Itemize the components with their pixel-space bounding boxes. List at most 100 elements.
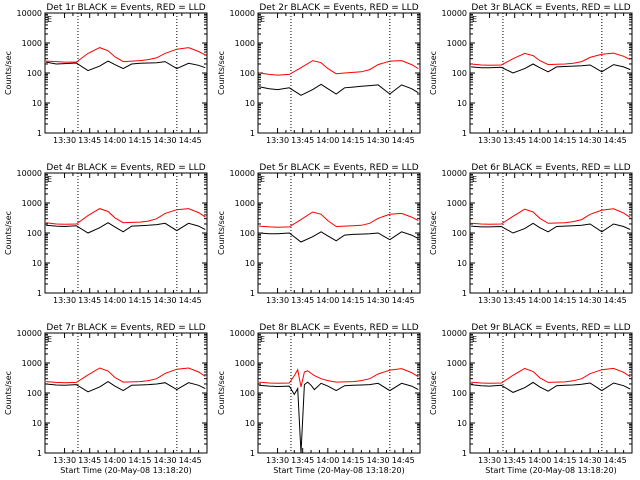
- x-tick-label: 14:30: [154, 296, 177, 305]
- x-tick-label: 13:45: [503, 456, 526, 465]
- y-tick-label: 10000: [442, 9, 467, 18]
- corner-label: E: [472, 335, 477, 344]
- corner-label: E: [472, 15, 477, 24]
- x-tick-label: 14:30: [367, 296, 390, 305]
- x-tick-label: 14:30: [367, 136, 390, 145]
- series-line-lld: [259, 60, 419, 76]
- plot-frame: [469, 332, 633, 454]
- y-axis-label: Counts/sec: [429, 371, 438, 415]
- x-tick-label: 13:30: [478, 136, 501, 145]
- y-tick-label: 10000: [230, 169, 255, 178]
- x-tick-label: 14:15: [128, 136, 151, 145]
- x-axis-label: Start Time (20-May-08 13:18:20): [273, 466, 404, 475]
- y-tick-label: 1000: [22, 359, 42, 368]
- x-tick-label: 14:30: [579, 136, 602, 145]
- x-tick-label: 13:45: [78, 136, 101, 145]
- series-line-lld: [471, 52, 631, 66]
- panel-1: Det 1r BLACK = Events, RED = LLD 1 10 100 10…: [4, 3, 208, 145]
- y-tick-label: 1000: [235, 199, 255, 208]
- corner-label: E: [472, 175, 477, 184]
- x-tick-label: 13:45: [291, 136, 314, 145]
- y-axis-label: Counts/sec: [217, 51, 226, 95]
- plot-frame: [469, 12, 633, 134]
- x-tick-label: 13:45: [78, 456, 101, 465]
- x-tick-label: 14:00: [528, 296, 551, 305]
- corner-label: E: [260, 15, 265, 24]
- series-line-events: [471, 63, 631, 74]
- y-tick-label: 10: [245, 99, 255, 108]
- y-tick-label: 1000: [235, 359, 255, 368]
- x-tick-label: 13:30: [53, 456, 76, 465]
- y-tick-label: 100: [27, 229, 42, 238]
- y-tick-label: 1: [37, 449, 42, 458]
- y-tick-label: 10: [457, 99, 467, 108]
- x-tick-label: 14:30: [579, 296, 602, 305]
- x-tick-label: 14:45: [392, 456, 415, 465]
- x-tick-label: 14:45: [604, 296, 627, 305]
- y-tick-label: 10000: [230, 9, 255, 18]
- y-tick-label: 1: [37, 289, 42, 298]
- corner-label: E: [260, 335, 265, 344]
- y-tick-label: 10000: [17, 9, 42, 18]
- series-line-events: [259, 231, 419, 243]
- plot-frame: [44, 12, 208, 134]
- series-line-events: [259, 83, 419, 96]
- corner-label: E: [47, 335, 52, 344]
- x-tick-label: 14:45: [604, 456, 627, 465]
- series-line-events: [471, 222, 631, 234]
- y-tick-label: 100: [452, 229, 467, 238]
- y-tick-label: 1000: [447, 39, 467, 48]
- series-line-lld: [259, 211, 419, 228]
- y-tick-label: 1000: [22, 199, 42, 208]
- y-tick-label: 10000: [17, 169, 42, 178]
- x-tick-label: 13:30: [53, 296, 76, 305]
- series-line-lld: [259, 368, 419, 388]
- y-axis-label: Counts/sec: [429, 211, 438, 255]
- plot-frame: [469, 172, 633, 294]
- y-tick-label: 1000: [447, 359, 467, 368]
- x-tick-label: 13:30: [478, 296, 501, 305]
- series-line-lld: [46, 367, 206, 384]
- y-tick-label: 100: [27, 389, 42, 398]
- y-tick-label: 1000: [447, 199, 467, 208]
- x-tick-label: 14:00: [103, 456, 126, 465]
- y-tick-label: 10: [32, 419, 42, 428]
- x-tick-label: 14:15: [128, 456, 151, 465]
- panel-title: Det 3r BLACK = Events, RED = LLD: [471, 3, 630, 13]
- series-line-events: [471, 381, 631, 393]
- series-line-events: [46, 60, 206, 72]
- x-tick-label: 14:15: [128, 296, 151, 305]
- panel-title: Det 1r BLACK = Events, RED = LLD: [46, 3, 205, 13]
- x-tick-label: 13:45: [503, 296, 526, 305]
- x-tick-label: 14:30: [154, 456, 177, 465]
- panel-9: Det 9r BLACK = Events, RED = LLD 1 10 100 10…: [429, 323, 633, 475]
- plot-frame: [44, 172, 208, 294]
- series-line-events: [46, 381, 206, 393]
- x-tick-label: 13:30: [53, 136, 76, 145]
- x-tick-label: 13:45: [291, 296, 314, 305]
- x-tick-label: 13:30: [266, 456, 289, 465]
- panel-title: Det 7r BLACK = Events, RED = LLD: [46, 323, 205, 333]
- panel-5: Det 5r BLACK = Events, RED = LLD 1 10 100 10…: [217, 163, 421, 305]
- y-tick-label: 10000: [442, 169, 467, 178]
- x-tick-label: 14:00: [103, 136, 126, 145]
- x-tick-label: 14:15: [341, 296, 364, 305]
- x-tick-label: 14:45: [179, 456, 202, 465]
- y-tick-label: 1000: [235, 39, 255, 48]
- panel-6: Det 6r BLACK = Events, RED = LLD 1 10 100 10…: [429, 163, 633, 305]
- y-tick-label: 100: [27, 69, 42, 78]
- x-tick-label: 14:15: [341, 136, 364, 145]
- x-tick-label: 14:45: [179, 136, 202, 145]
- y-tick-label: 10: [32, 259, 42, 268]
- x-tick-label: 13:45: [78, 296, 101, 305]
- corner-label: E: [260, 175, 265, 184]
- x-axis-label: Start Time (20-May-08 13:18:20): [60, 466, 191, 475]
- x-tick-label: 13:30: [266, 136, 289, 145]
- y-tick-label: 1: [462, 129, 467, 138]
- y-tick-label: 10: [457, 259, 467, 268]
- panel-title: Det 8r BLACK = Events, RED = LLD: [259, 323, 418, 333]
- x-tick-label: 14:15: [553, 296, 576, 305]
- y-tick-label: 1: [37, 129, 42, 138]
- series-line-lld: [471, 208, 631, 225]
- panel-4: Det 4r BLACK = Events, RED = LLD 1 10 100 10…: [4, 163, 208, 305]
